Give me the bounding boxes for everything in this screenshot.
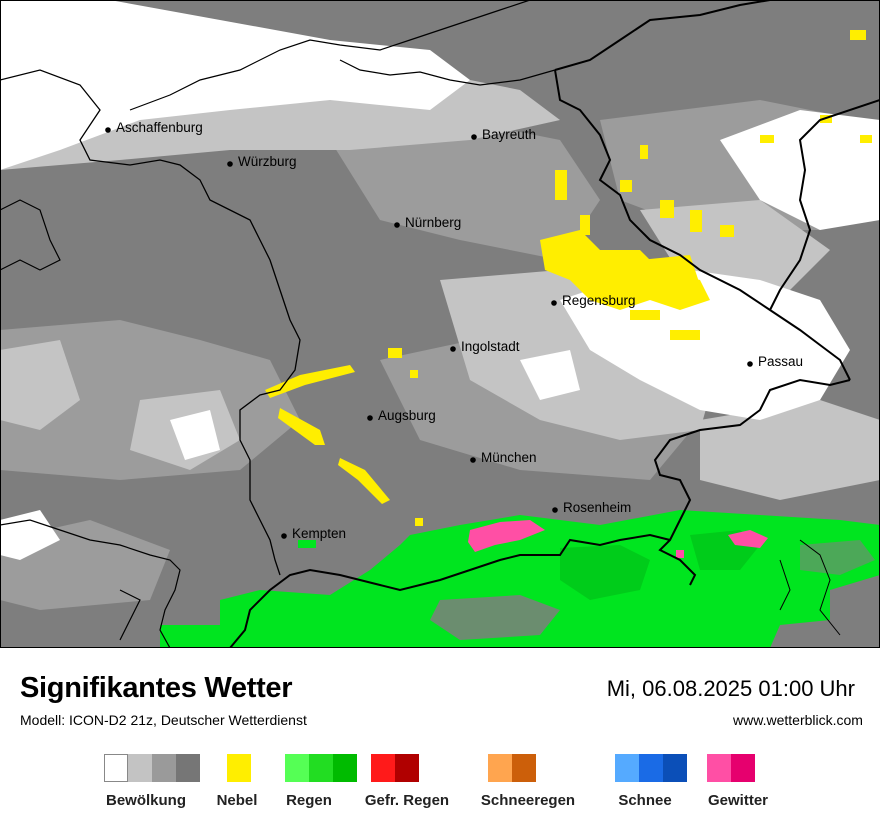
city-rosenheim: Rosenheim <box>552 500 631 515</box>
legend-label: Schneeregen <box>480 792 576 809</box>
legend-group-4 <box>488 754 536 782</box>
city-nuernberg: Nürnberg <box>394 215 461 230</box>
city-muenchen: München <box>470 450 537 465</box>
legend-swatch <box>707 754 731 782</box>
legend-swatch <box>371 754 395 782</box>
legend-swatches <box>285 754 357 782</box>
legend-label: Bewölkung <box>105 792 186 809</box>
legend-swatches <box>707 754 755 782</box>
svg-text:München: München <box>481 450 537 465</box>
city-kempten: Kempten <box>281 526 346 541</box>
legend-group-6 <box>707 754 755 782</box>
svg-text:Kempten: Kempten <box>292 526 346 541</box>
legend-swatch <box>333 754 357 782</box>
fog-layer <box>265 30 872 526</box>
legend-group-2 <box>285 754 357 782</box>
svg-text:Passau: Passau <box>758 354 803 369</box>
legend-swatches <box>104 754 200 782</box>
svg-text:Bayreuth: Bayreuth <box>482 127 536 142</box>
legend-swatch <box>615 754 639 782</box>
legend-label: Gefr. Regen <box>364 792 450 809</box>
legend-label: Gewitter <box>707 792 768 809</box>
city-bayreuth: Bayreuth <box>471 127 536 142</box>
legend-swatch <box>128 754 152 782</box>
svg-text:Regensburg: Regensburg <box>562 293 636 308</box>
legend-swatch <box>488 754 512 782</box>
svg-text:Augsburg: Augsburg <box>378 408 436 423</box>
info-panel: Signifikantes Wetter Modell: ICON-D2 21z… <box>0 648 880 830</box>
legend-swatch <box>731 754 755 782</box>
legend-swatches <box>615 754 687 782</box>
legend-group-5 <box>615 754 687 782</box>
legend-swatch <box>395 754 419 782</box>
legend-swatch <box>639 754 663 782</box>
svg-text:Würzburg: Würzburg <box>238 154 297 169</box>
city-ingolstadt: Ingolstadt <box>450 339 520 354</box>
svg-text:Rosenheim: Rosenheim <box>563 500 631 515</box>
legend-swatch <box>227 754 251 782</box>
legend-group-3 <box>371 754 419 782</box>
weather-map: Aschaffenburg Würzburg Bayreuth Nürnberg… <box>0 0 880 648</box>
svg-text:Ingolstadt: Ingolstadt <box>461 339 520 354</box>
model-info: Modell: ICON-D2 21z, Deutscher Wetterdie… <box>20 712 307 728</box>
legend-swatches <box>227 754 251 782</box>
legend-swatch <box>176 754 200 782</box>
city-markers: Aschaffenburg Würzburg Bayreuth Nürnberg… <box>105 120 803 541</box>
svg-text:Aschaffenburg: Aschaffenburg <box>116 120 203 135</box>
forecast-datetime: Mi, 06.08.2025 01:00 Uhr <box>606 676 855 701</box>
svg-text:Nürnberg: Nürnberg <box>405 215 461 230</box>
border-lines <box>0 0 880 648</box>
map-title: Signifikantes Wetter <box>20 672 293 704</box>
city-aschaffenburg: Aschaffenburg <box>105 120 203 135</box>
city-regensburg: Regensburg <box>551 293 636 308</box>
legend-label: Regen <box>286 792 332 809</box>
website-link[interactable]: www.wetterblick.com <box>733 712 863 728</box>
legend-swatch <box>104 754 128 782</box>
legend-swatch <box>285 754 309 782</box>
legend-group-1 <box>227 754 251 782</box>
city-wuerzburg: Würzburg <box>227 154 297 169</box>
clear-sky-layer <box>0 0 880 560</box>
legend-swatch <box>663 754 687 782</box>
legend-label: Nebel <box>216 792 258 809</box>
legend-swatch <box>309 754 333 782</box>
city-augsburg: Augsburg <box>367 408 436 423</box>
legend-swatches <box>488 754 536 782</box>
legend-group-0 <box>104 754 200 782</box>
legend-swatches <box>371 754 419 782</box>
legend-swatch <box>512 754 536 782</box>
city-passau: Passau <box>747 354 803 369</box>
legend-label: Schnee <box>618 792 672 809</box>
legend-swatch <box>152 754 176 782</box>
thunderstorm-layer <box>468 520 768 558</box>
